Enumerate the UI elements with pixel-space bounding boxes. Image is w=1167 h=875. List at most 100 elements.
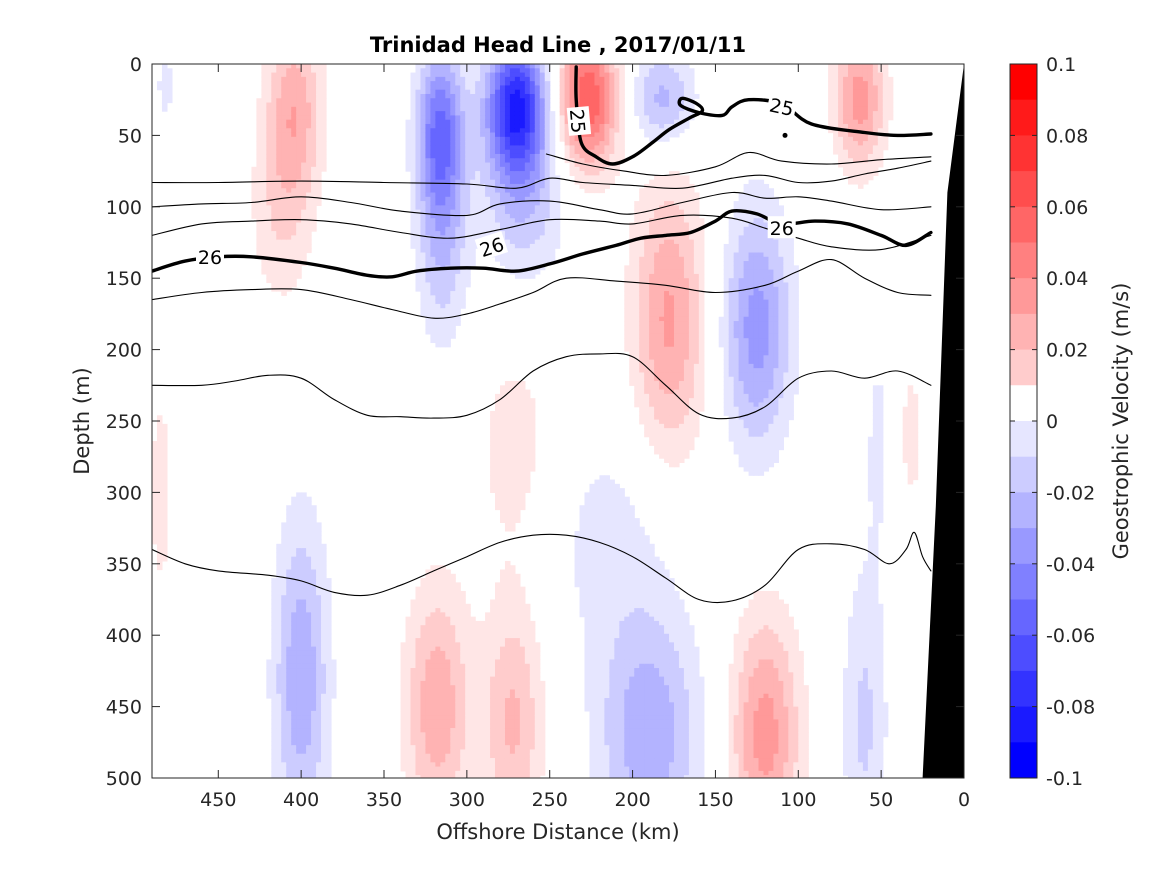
velocity-cell bbox=[460, 668, 466, 673]
velocity-cell bbox=[405, 141, 412, 146]
velocity-cell bbox=[465, 723, 471, 729]
velocity-cell bbox=[450, 68, 456, 74]
velocity-cell bbox=[156, 81, 163, 87]
velocity-cell bbox=[281, 149, 287, 155]
velocity-cell bbox=[440, 231, 446, 236]
velocity-cell bbox=[460, 629, 466, 635]
velocity-cell bbox=[529, 415, 536, 421]
velocity-cell bbox=[514, 393, 521, 399]
velocity-cell bbox=[504, 586, 511, 592]
velocity-cell bbox=[311, 192, 317, 198]
velocity-cell bbox=[286, 535, 292, 541]
velocity-cell bbox=[460, 295, 466, 301]
velocity-cell bbox=[266, 128, 272, 134]
velocity-cell bbox=[534, 740, 541, 746]
velocity-cell bbox=[326, 753, 332, 759]
velocity-cell bbox=[500, 578, 506, 583]
velocity-cell bbox=[281, 123, 287, 129]
velocity-cell bbox=[266, 248, 272, 254]
velocity-cell bbox=[415, 762, 422, 768]
velocity-cell bbox=[475, 753, 481, 759]
velocity-cell bbox=[495, 758, 501, 763]
velocity-cell bbox=[311, 706, 317, 712]
velocity-cell bbox=[465, 115, 471, 121]
velocity-cell bbox=[306, 732, 312, 738]
velocity-cell bbox=[321, 719, 327, 725]
velocity-cell bbox=[311, 505, 317, 511]
velocity-cell bbox=[475, 226, 481, 232]
velocity-cell bbox=[435, 278, 441, 284]
velocity-cell bbox=[475, 81, 481, 87]
velocity-cell bbox=[286, 513, 292, 519]
velocity-cell bbox=[465, 736, 471, 742]
velocity-cell bbox=[435, 616, 441, 622]
velocity-cell bbox=[291, 569, 297, 575]
velocity-cell bbox=[435, 316, 441, 322]
velocity-cell bbox=[166, 85, 173, 91]
velocity-cell bbox=[589, 98, 596, 104]
velocity-cell bbox=[405, 698, 412, 703]
velocity-cell bbox=[589, 663, 596, 669]
velocity-cell bbox=[529, 745, 536, 751]
velocity-cell bbox=[599, 162, 605, 168]
velocity-cell bbox=[410, 153, 417, 159]
velocity-cell bbox=[291, 766, 297, 772]
velocity-cell bbox=[534, 685, 541, 691]
velocity-cell bbox=[425, 106, 431, 112]
velocity-cell bbox=[509, 423, 516, 429]
velocity-cell bbox=[420, 205, 427, 211]
velocity-cell bbox=[435, 770, 441, 776]
velocity-cell bbox=[500, 633, 506, 639]
velocity-cell bbox=[504, 698, 511, 703]
velocity-cell bbox=[156, 543, 163, 549]
velocity-cell bbox=[425, 625, 431, 631]
velocity-cell bbox=[321, 672, 327, 678]
velocity-cell bbox=[296, 668, 302, 673]
velocity-cell bbox=[460, 762, 466, 768]
velocity-cell bbox=[276, 162, 282, 168]
velocity-cell bbox=[316, 745, 322, 751]
velocity-cell bbox=[296, 706, 302, 712]
velocity-cell bbox=[475, 179, 481, 185]
velocity-cell bbox=[271, 582, 277, 588]
velocity-cell bbox=[296, 676, 302, 682]
velocity-cell bbox=[400, 749, 407, 755]
velocity-cell bbox=[420, 655, 427, 661]
velocity-cell bbox=[514, 496, 521, 502]
velocity-cell bbox=[281, 672, 287, 678]
velocity-cell bbox=[291, 235, 297, 241]
velocity-cell bbox=[276, 548, 282, 553]
velocity-cell bbox=[271, 106, 277, 112]
velocity-cell bbox=[425, 659, 431, 665]
velocity-cell bbox=[430, 753, 436, 759]
velocity-cell bbox=[524, 141, 531, 146]
velocity-cell bbox=[534, 668, 541, 673]
velocity-cell bbox=[261, 85, 267, 91]
velocity-cell bbox=[420, 81, 427, 87]
velocity-cell bbox=[495, 209, 501, 215]
velocity-cell bbox=[311, 672, 317, 678]
velocity-cell bbox=[410, 620, 417, 626]
velocity-cell bbox=[425, 205, 431, 211]
velocity-cell bbox=[435, 239, 441, 245]
velocity-cell bbox=[311, 106, 317, 112]
velocity-cell bbox=[475, 231, 481, 236]
velocity-cell bbox=[420, 119, 427, 125]
velocity-cell bbox=[326, 633, 332, 639]
velocity-cell bbox=[470, 179, 476, 185]
velocity-cell bbox=[261, 252, 267, 258]
velocity-cell bbox=[490, 483, 496, 489]
velocity-cell bbox=[500, 106, 506, 112]
velocity-cell bbox=[425, 179, 431, 185]
velocity-cell bbox=[514, 650, 521, 656]
velocity-cell bbox=[500, 149, 506, 155]
velocity-cell bbox=[306, 728, 312, 733]
velocity-cell bbox=[435, 749, 441, 755]
velocity-cell bbox=[490, 753, 496, 759]
velocity-cell bbox=[281, 573, 287, 579]
velocity-cell bbox=[480, 123, 486, 129]
velocity-cell bbox=[509, 89, 516, 95]
velocity-cell bbox=[504, 676, 511, 682]
velocity-cell bbox=[500, 518, 506, 523]
velocity-cell bbox=[529, 201, 536, 206]
